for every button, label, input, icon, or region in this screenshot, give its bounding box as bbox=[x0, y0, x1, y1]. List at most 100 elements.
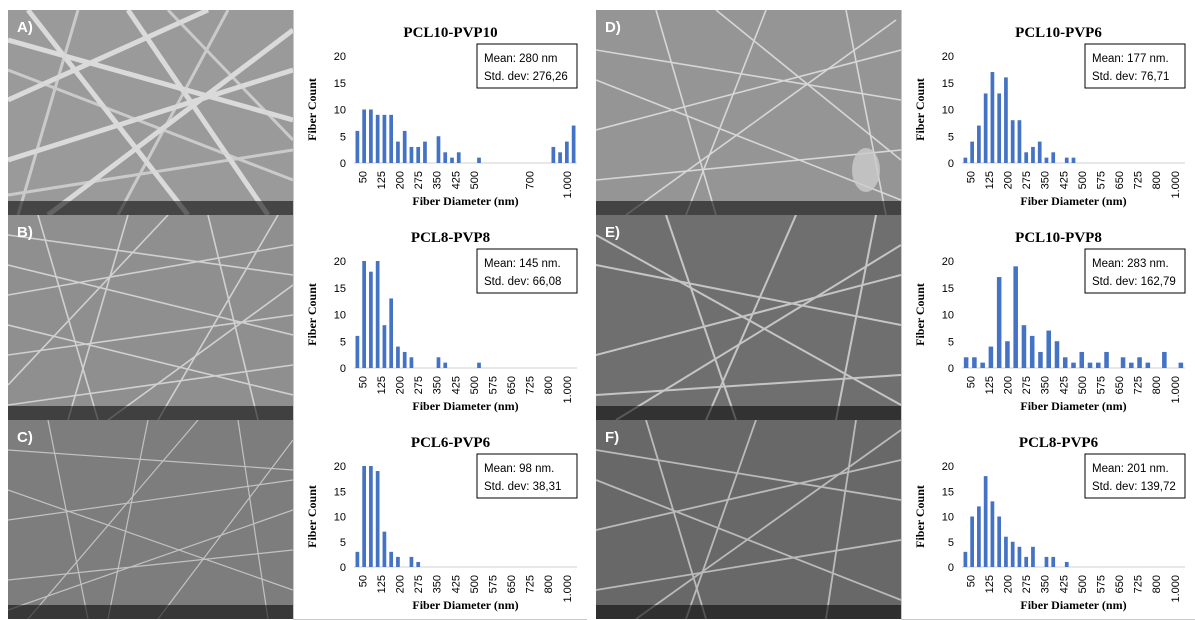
x-tick-label: 50 bbox=[965, 575, 977, 587]
x-tick-label: 1.000 bbox=[1170, 376, 1182, 404]
histogram-svg: PCL8-PVP6 Fiber Count 0 5 10 15 20 50 125 200 275 3… bbox=[913, 435, 1186, 612]
histogram-bar bbox=[416, 561, 421, 567]
histogram-bar bbox=[409, 146, 414, 163]
histogram-bar bbox=[1024, 152, 1029, 163]
x-tick-label: 200 bbox=[1003, 575, 1015, 593]
histogram-bar bbox=[477, 157, 481, 163]
histogram-bar bbox=[1004, 536, 1008, 567]
y-tick-label: 15 bbox=[942, 283, 954, 295]
histogram-bar bbox=[997, 93, 1002, 163]
x-axis-label: Fiber Diameter (nm) bbox=[1020, 598, 1126, 612]
x-tick-label: 575 bbox=[487, 575, 499, 593]
y-tick-label: 5 bbox=[340, 537, 346, 549]
y-tick-label: 15 bbox=[942, 486, 954, 498]
histogram-chart-e: PCL10-PVP8 Fiber Count 0 5 10 15 20 50 125 200 275… bbox=[901, 215, 1195, 421]
histogram-bar bbox=[375, 471, 380, 567]
histogram-bar bbox=[1096, 362, 1101, 368]
chart-title: PCL10-PVP6 bbox=[1015, 25, 1102, 41]
histogram-bar bbox=[1038, 351, 1043, 368]
x-tick-label: 125 bbox=[376, 376, 388, 394]
x-tick-label: 1.000 bbox=[1170, 171, 1182, 199]
histogram-svg: PCL10-PVP8 Fiber Count 0 5 10 15 20 50 125 200 275… bbox=[913, 230, 1186, 413]
x-tick-label: 200 bbox=[395, 376, 407, 394]
x-tick-label: 50 bbox=[965, 376, 977, 388]
stats-std: Std. dev: 139,72 bbox=[1092, 481, 1176, 493]
sem-image-a: A) bbox=[8, 10, 293, 215]
x-tick-label: 650 bbox=[506, 575, 518, 593]
histogram-bar bbox=[369, 271, 373, 368]
histogram-bar bbox=[382, 114, 387, 163]
histogram-bar bbox=[972, 357, 977, 368]
histogram-bar bbox=[362, 109, 366, 163]
histogram-svg: PCL10-PVP6 Fiber Count 0 5 10 15 20 50 125 200 275… bbox=[913, 25, 1186, 208]
histogram-bar bbox=[362, 466, 366, 567]
histogram-bar bbox=[963, 357, 969, 368]
y-tick-label: 5 bbox=[340, 131, 346, 143]
panel-label-a: A) bbox=[17, 19, 33, 36]
y-tick-label: 10 bbox=[942, 310, 954, 322]
histogram-bar bbox=[980, 362, 985, 368]
sem-micrograph-e bbox=[596, 215, 901, 420]
histogram-bar bbox=[1005, 341, 1010, 368]
histogram-bar bbox=[355, 130, 360, 163]
histogram-bar bbox=[963, 551, 968, 567]
x-tick-label: 725 bbox=[1133, 171, 1145, 189]
histogram-bar bbox=[1037, 141, 1042, 163]
y-tick-label: 15 bbox=[334, 283, 346, 295]
x-tick-label: 425 bbox=[1058, 376, 1070, 394]
x-tick-label: 500 bbox=[469, 376, 481, 394]
histogram-bar bbox=[1017, 546, 1022, 567]
histogram-bar bbox=[355, 335, 360, 368]
y-tick-label: 10 bbox=[334, 105, 346, 117]
panel-label-d: D) bbox=[605, 19, 621, 36]
histogram-bar bbox=[983, 93, 988, 163]
histogram-bar bbox=[389, 551, 394, 567]
histogram-bar bbox=[423, 141, 427, 163]
sem-image-d: D) bbox=[596, 10, 901, 215]
y-axis-label: Fiber Count bbox=[305, 78, 319, 141]
chart-title: PCL6-PVP6 bbox=[411, 435, 491, 451]
x-tick-label: 500 bbox=[469, 575, 481, 593]
x-tick-label: 800 bbox=[1151, 171, 1163, 189]
histogram-bar bbox=[1010, 120, 1015, 163]
y-tick-label: 10 bbox=[334, 512, 346, 524]
x-tick-label: 500 bbox=[1077, 575, 1089, 593]
histogram-bar bbox=[396, 141, 400, 163]
panel-label-b: B) bbox=[17, 224, 33, 241]
x-tick-label: 800 bbox=[1151, 376, 1163, 394]
stats-box bbox=[1084, 248, 1186, 294]
x-tick-label: 200 bbox=[395, 575, 407, 593]
histogram-bar bbox=[1129, 362, 1134, 368]
x-axis-label: Fiber Diameter (nm) bbox=[412, 194, 518, 208]
y-tick-label: 20 bbox=[334, 256, 346, 268]
sem-info-bar bbox=[596, 201, 901, 215]
histogram-bar bbox=[436, 357, 441, 368]
histogram-bar bbox=[1071, 362, 1076, 368]
panel-label-f: F) bbox=[605, 429, 620, 446]
histogram-bar bbox=[355, 551, 360, 567]
y-tick-label: 5 bbox=[948, 131, 954, 143]
histogram-bar bbox=[456, 152, 461, 163]
histogram-bar bbox=[1010, 541, 1015, 567]
x-tick-label: 275 bbox=[1021, 376, 1033, 394]
panel-label-c: C) bbox=[17, 429, 33, 446]
histogram-bar bbox=[1062, 357, 1068, 368]
x-tick-label: 200 bbox=[1003, 376, 1015, 394]
sem-micrograph-f bbox=[596, 420, 901, 619]
sem-info-bar bbox=[596, 605, 901, 619]
sem-micrograph-a bbox=[8, 10, 293, 215]
x-tick-label: 1.000 bbox=[562, 171, 574, 199]
histogram-bar bbox=[1087, 362, 1093, 368]
sem-micrograph-b bbox=[8, 215, 293, 420]
x-tick-label: 575 bbox=[1095, 376, 1107, 394]
histogram-bar bbox=[1054, 341, 1060, 368]
stats-box bbox=[1084, 43, 1186, 89]
histogram-bar bbox=[362, 261, 366, 368]
histogram-bar bbox=[571, 125, 576, 163]
x-tick-label: 650 bbox=[1114, 171, 1126, 189]
histogram-bar bbox=[983, 476, 988, 567]
histogram-chart-c: PCL6-PVP6 Fiber Count 0 5 10 15 20 50 125 200 275 3… bbox=[293, 420, 587, 620]
histogram-chart-f: PCL8-PVP6 Fiber Count 0 5 10 15 20 50 125 200 275 3… bbox=[901, 420, 1195, 620]
histogram-bar bbox=[1162, 351, 1167, 368]
x-tick-label: 350 bbox=[1040, 376, 1052, 394]
